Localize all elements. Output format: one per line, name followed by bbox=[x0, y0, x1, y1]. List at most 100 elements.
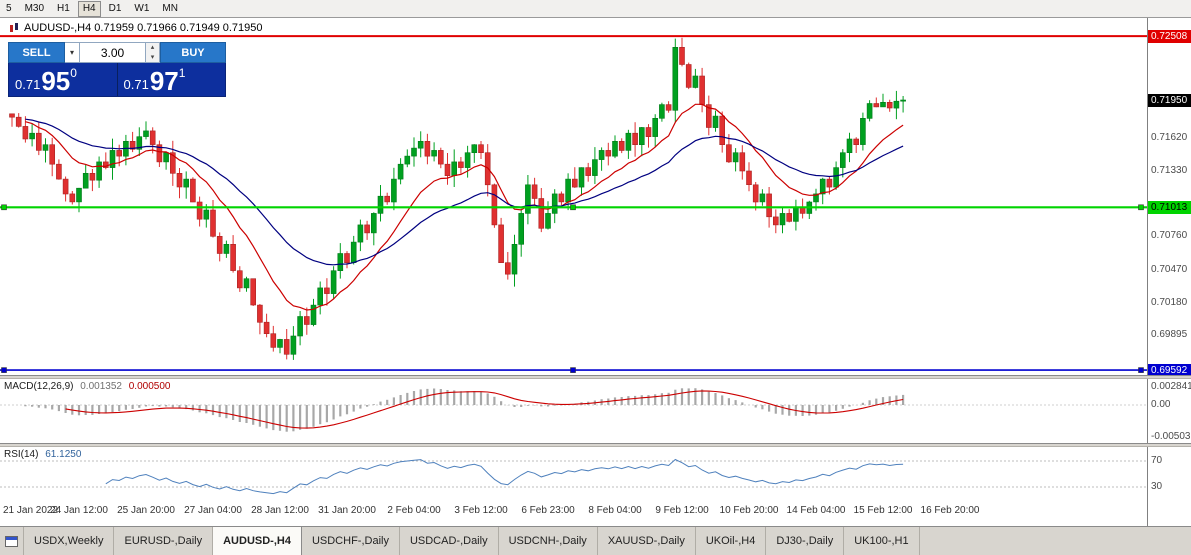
panel-splitter[interactable] bbox=[0, 375, 1191, 379]
candles bbox=[9, 37, 906, 360]
macd-axis-label: 0.00 bbox=[1151, 399, 1171, 410]
ask-price[interactable]: 0.71 97 1 bbox=[118, 63, 226, 96]
macd-value-signal: 0.000500 bbox=[128, 381, 171, 392]
timeframe-button-w1[interactable]: W1 bbox=[129, 1, 154, 17]
trade-controls-row: SELL ▾ ▴ ▾ BUY bbox=[8, 42, 226, 63]
line-handle[interactable] bbox=[570, 367, 576, 373]
time-axis: 21 Jan 2022 24 Jan 12:00 25 Jan 20:00 27 Ja… bbox=[0, 501, 1147, 523]
chart-tab-usdx-weekly[interactable]: USDX,Weekly bbox=[24, 527, 115, 555]
macd-histogram bbox=[24, 388, 905, 432]
macd-value-main: 0.001352 bbox=[80, 381, 122, 392]
timeframe-button-mn[interactable]: MN bbox=[157, 1, 183, 17]
chart-tab-usdchf-daily[interactable]: USDCHF-,Daily bbox=[301, 527, 400, 555]
macd-label: MACD(12,26,9) 0.001352 0.000500 bbox=[4, 381, 170, 392]
ask-prefix: 0.71 bbox=[123, 77, 149, 92]
chart-area: AUDUSD-,H4 0.71959 0.71966 0.71949 0.719… bbox=[0, 18, 1191, 526]
price-axis-label: 0.71330 bbox=[1151, 165, 1188, 176]
time-axis-label: 2 Feb 04:00 bbox=[387, 505, 441, 516]
rsi-axis-label: 70 bbox=[1151, 455, 1163, 466]
time-axis-label: 14 Feb 04:00 bbox=[786, 505, 846, 516]
panel-splitter[interactable] bbox=[0, 443, 1191, 447]
chart-tab-bar: USDX,Weekly EURUSD-,Daily AUDUSD-,H4 USDCHF… bbox=[0, 526, 1191, 555]
bid-ask-row: 0.71 95 0 0.71 97 1 bbox=[8, 63, 226, 97]
time-axis-label: 9 Feb 12:00 bbox=[655, 505, 709, 516]
price-chart-canvas[interactable] bbox=[0, 18, 1147, 375]
macd-panel-canvas[interactable] bbox=[0, 379, 1147, 443]
macd-name: MACD(12,26,9) bbox=[4, 381, 74, 392]
rsi-name: RSI(14) bbox=[4, 449, 39, 460]
rsi-panel-canvas[interactable] bbox=[0, 447, 1147, 501]
macd-signal-line bbox=[65, 390, 904, 429]
symbol-ohlc-text: AUDUSD-,H4 0.71959 0.71966 0.71949 0.719… bbox=[24, 22, 263, 34]
price-axis-tag: 0.72508 bbox=[1148, 30, 1191, 43]
hline-0.69592[interactable] bbox=[0, 367, 1147, 373]
timeframe-button-d1[interactable]: D1 bbox=[104, 1, 127, 17]
chart-ohlc-label: AUDUSD-,H4 0.71959 0.71966 0.71949 0.719… bbox=[10, 22, 263, 34]
ask-big-digits: 97 bbox=[149, 66, 179, 96]
time-axis-label: 15 Feb 12:00 bbox=[853, 505, 913, 516]
bid-prefix: 0.71 bbox=[15, 77, 41, 92]
time-axis-label: 8 Feb 04:00 bbox=[588, 505, 642, 516]
price-axis-label: 0.70180 bbox=[1151, 297, 1188, 308]
price-axis: 0.72508 0.71950 0.71620 0.71330 0.71013 0.707… bbox=[1147, 18, 1191, 526]
rsi-label: RSI(14) 61.1250 bbox=[4, 449, 81, 460]
volume-input[interactable] bbox=[80, 42, 146, 63]
candlestick-icon bbox=[10, 23, 19, 33]
time-axis-label: 10 Feb 20:00 bbox=[719, 505, 779, 516]
chevron-down-icon: ▾ bbox=[69, 48, 74, 57]
timeframe-button-5[interactable]: 5 bbox=[1, 1, 17, 17]
ma-slow-line bbox=[25, 118, 904, 266]
time-axis-label: 21 Jan 2022 bbox=[3, 505, 59, 516]
price-axis-label: 0.70760 bbox=[1151, 230, 1188, 241]
chart-tab-usdcad-daily[interactable]: USDCAD-,Daily bbox=[399, 527, 499, 555]
order-type-dropdown[interactable]: ▾ bbox=[65, 42, 80, 63]
bid-big-digits: 95 bbox=[41, 66, 71, 96]
price-axis-tag: 0.71013 bbox=[1148, 201, 1191, 214]
time-axis-label: 25 Jan 20:00 bbox=[117, 505, 175, 516]
line-handle[interactable] bbox=[1138, 367, 1144, 373]
stepper-down-icon[interactable]: ▾ bbox=[150, 53, 155, 61]
rsi-axis-label: 30 bbox=[1151, 481, 1163, 492]
chart-tab-uk100-h1[interactable]: UK100-,H1 bbox=[844, 527, 920, 555]
price-axis-tag: 0.69592 bbox=[1148, 364, 1191, 377]
time-axis-label: 28 Jan 12:00 bbox=[251, 505, 309, 516]
chart-tab-dj30-daily[interactable]: DJ30-,Daily bbox=[766, 527, 845, 555]
price-axis-label: 0.70470 bbox=[1151, 264, 1188, 275]
time-axis-label: 24 Jan 12:00 bbox=[50, 505, 108, 516]
chart-tab-eurusd-daily[interactable]: EURUSD-,Daily bbox=[114, 527, 214, 555]
line-handle[interactable] bbox=[1, 204, 7, 211]
bid-pip-digit: 0 bbox=[70, 66, 77, 80]
volume-stepper[interactable]: ▴ ▾ bbox=[146, 42, 160, 63]
ma-fast-line bbox=[25, 103, 904, 311]
chart-tab-usdcnh-daily[interactable]: USDCNH-,Daily bbox=[498, 527, 598, 555]
chart-tab-xauusd-daily[interactable]: XAUUSD-,Daily bbox=[597, 527, 696, 555]
timeframe-button-h4[interactable]: H4 bbox=[77, 0, 101, 17]
time-axis-label: 6 Feb 23:00 bbox=[521, 505, 575, 516]
one-click-trading-panel: SELL ▾ ▴ ▾ BUY 0.71 95 0 0.71 97 1 bbox=[8, 42, 226, 97]
hline-0.71013[interactable] bbox=[0, 204, 1147, 211]
sell-button[interactable]: SELL bbox=[8, 42, 65, 63]
chart-list-icon bbox=[0, 527, 24, 555]
price-axis-tag: 0.71950 bbox=[1148, 94, 1191, 107]
chart-tab-audusd-h4[interactable]: AUDUSD-,H4 bbox=[213, 527, 302, 555]
rsi-value: 61.1250 bbox=[45, 449, 82, 460]
bid-price[interactable]: 0.71 95 0 bbox=[9, 63, 118, 96]
macd-axis-label: 0.002841 bbox=[1151, 381, 1191, 392]
time-axis-label: 31 Jan 20:00 bbox=[318, 505, 376, 516]
price-axis-label: 0.69895 bbox=[1151, 329, 1188, 340]
line-handle[interactable] bbox=[1138, 204, 1144, 211]
time-axis-label: 16 Feb 20:00 bbox=[920, 505, 980, 516]
chart-tab-ukoil-h4[interactable]: UKOil-,H4 bbox=[695, 527, 767, 555]
timeframe-button-m30[interactable]: M30 bbox=[20, 1, 49, 17]
buy-button[interactable]: BUY bbox=[160, 42, 226, 63]
timeframe-toolbar: 5 M30 H1 H4 D1 W1 MN bbox=[0, 0, 1191, 18]
time-axis-label: 27 Jan 04:00 bbox=[184, 505, 242, 516]
line-handle[interactable] bbox=[570, 204, 576, 211]
rsi-line bbox=[105, 458, 904, 495]
timeframe-button-h1[interactable]: H1 bbox=[52, 1, 75, 17]
time-axis-label: 3 Feb 12:00 bbox=[454, 505, 508, 516]
macd-axis-label: -0.00503 bbox=[1151, 431, 1191, 442]
stepper-up-icon[interactable]: ▴ bbox=[150, 44, 155, 51]
line-handle[interactable] bbox=[1, 367, 7, 373]
ask-pip-digit: 1 bbox=[178, 66, 186, 80]
